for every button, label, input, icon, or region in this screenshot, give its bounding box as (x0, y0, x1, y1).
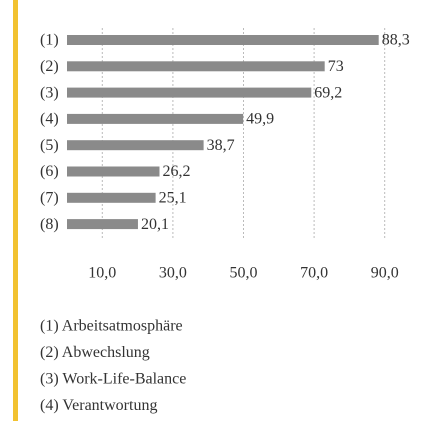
y-tick-label: (2) (40, 58, 59, 75)
bar (67, 61, 325, 72)
value-label: 49,9 (246, 111, 274, 128)
bar (67, 35, 379, 45)
y-tick-label: (1) (40, 32, 59, 49)
bar (67, 140, 204, 151)
y-tick-label: (8) (40, 216, 59, 233)
bar (67, 87, 312, 98)
x-tick-label: 10,0 (88, 265, 116, 282)
bar (67, 219, 138, 230)
bar (67, 166, 160, 177)
accent-bar (13, 0, 18, 421)
y-tick-label: (4) (40, 111, 59, 128)
value-label: 26,2 (162, 163, 190, 180)
x-tick-label: 90,0 (371, 265, 399, 282)
y-tick-label: (3) (40, 84, 59, 101)
value-label: 88,3 (382, 32, 410, 49)
legend-entry: (1) Arbeitsatmosphäre (40, 318, 183, 335)
x-tick-label: 50,0 (230, 265, 258, 282)
y-tick-label: (6) (40, 163, 59, 180)
x-tick-label: 30,0 (159, 265, 187, 282)
y-tick-label: (5) (40, 137, 59, 154)
x-tick-label: 70,0 (300, 265, 328, 282)
y-tick-label: (7) (40, 189, 59, 206)
value-label: 38,7 (207, 137, 235, 154)
value-label: 25,1 (159, 189, 187, 206)
legend-entry: (3) Work-Life-Balance (40, 371, 186, 388)
value-label: 69,2 (314, 84, 342, 101)
legend-entry: (2) Abwechslung (40, 344, 150, 361)
bar (67, 192, 156, 203)
value-label: 73 (328, 58, 344, 75)
bar (67, 113, 244, 124)
legend-entry: (4) Verantwortung (40, 397, 157, 414)
value-label: 20,1 (141, 216, 169, 233)
